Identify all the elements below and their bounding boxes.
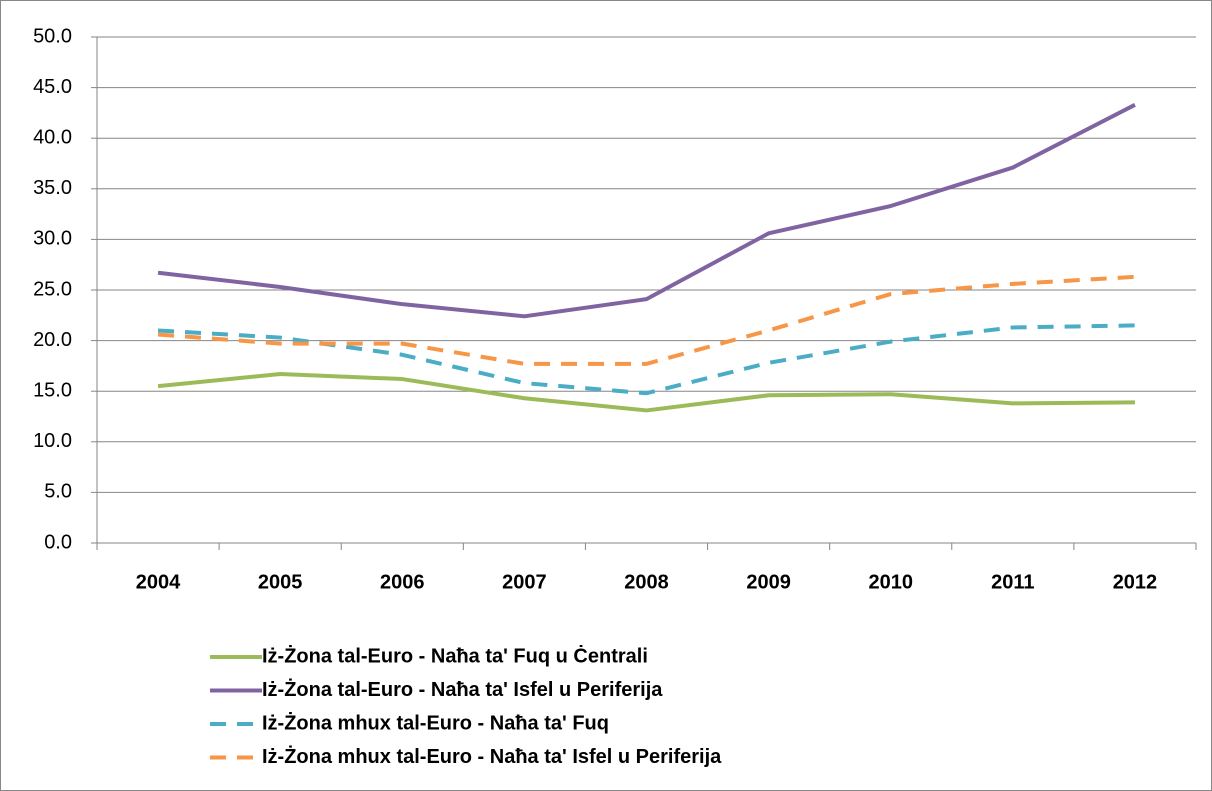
x-tick-label: 2005 (258, 571, 303, 593)
y-tick-label: 50.0 (33, 25, 72, 47)
x-tick-label: 2007 (502, 571, 547, 593)
x-tick-label: 2004 (136, 571, 181, 593)
series-line (157, 274, 1136, 366)
y-tick-label: 5.0 (44, 481, 72, 503)
x-tick-label: 2009 (746, 571, 791, 593)
y-tick-label: 30.0 (33, 228, 72, 250)
series-line (157, 371, 1135, 413)
y-tick-label: 20.0 (33, 329, 72, 351)
y-tick-label: 25.0 (33, 278, 72, 300)
x-tick-label: 2008 (624, 571, 669, 593)
y-tick-label: 15.0 (33, 379, 72, 401)
series-line (157, 103, 1136, 319)
x-tick-label: 2006 (380, 571, 425, 593)
x-tick-label: 2012 (1113, 571, 1158, 593)
y-tick-label: 10.0 (33, 430, 72, 452)
legend-label: Iż-Żona tal-Euro - Naħa ta' Isfel u Peri… (262, 678, 663, 701)
legend-label: Iż-Żona mhux tal-Euro - Naħa ta' Isfel u… (262, 745, 722, 768)
y-tick-label: 45.0 (33, 76, 72, 98)
x-tick-label: 2011 (991, 571, 1034, 593)
y-tick-label: 0.0 (44, 531, 72, 553)
y-tick-label: 35.0 (33, 177, 72, 199)
x-tick-label: 2010 (868, 571, 913, 593)
legend-label: Iż-Żona mhux tal-Euro - Naħa ta' Fuq (262, 711, 609, 734)
y-tick-label: 40.0 (33, 126, 72, 148)
legend-label: Iż-Żona tal-Euro - Naħa ta' Fuq u Ċentra… (262, 644, 648, 667)
